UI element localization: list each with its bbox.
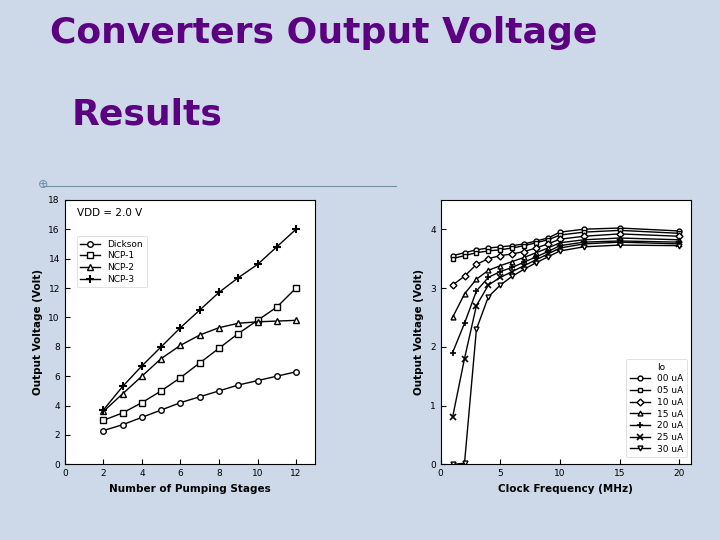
X-axis label: Number of Pumping Stages: Number of Pumping Stages <box>109 484 271 494</box>
Text: Results: Results <box>72 97 223 131</box>
Y-axis label: Output Voltage (Volt): Output Voltage (Volt) <box>415 269 425 395</box>
Legend: Io, 00 uA, 05 uA, 10 uA, 15 uA, 20 uA, 25 uA, 30 uA: Io, 00 uA, 05 uA, 10 uA, 15 uA, 20 uA, 2… <box>626 359 687 457</box>
Y-axis label: Output Voltage (Volt): Output Voltage (Volt) <box>33 269 43 395</box>
Legend: Dickson, NCP-1, NCP-2, NCP-3: Dickson, NCP-1, NCP-2, NCP-3 <box>77 236 147 287</box>
Text: Converters Output Voltage: Converters Output Voltage <box>50 16 598 50</box>
Text: VDD = 2.0 V: VDD = 2.0 V <box>77 208 143 218</box>
X-axis label: Clock Frequency (MHz): Clock Frequency (MHz) <box>498 484 634 494</box>
Text: ⊕: ⊕ <box>38 178 48 191</box>
